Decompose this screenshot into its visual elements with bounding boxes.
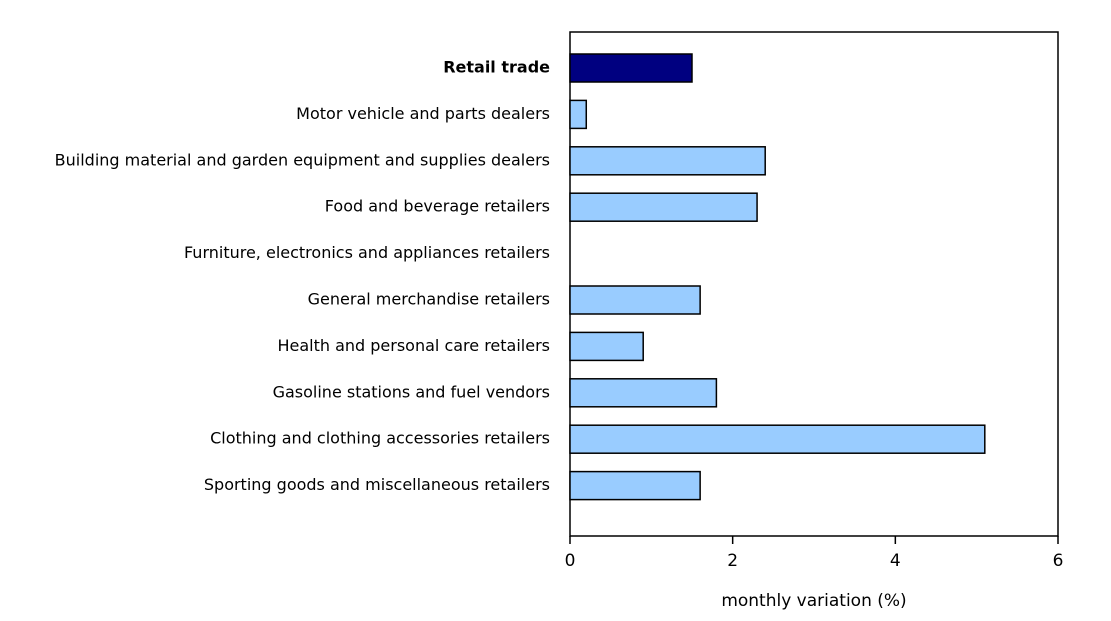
y-tick-label: Clothing and clothing accessories retail…: [210, 429, 550, 448]
bar: [569, 424, 986, 454]
x-tick-label: 4: [890, 551, 901, 571]
bar: [569, 470, 701, 501]
y-tick-label: Retail trade: [443, 58, 550, 77]
x-axis-title: monthly variation (%): [721, 591, 906, 611]
plot-frame: [569, 31, 1059, 537]
bar: [569, 378, 718, 408]
x-tick-label: 2: [727, 551, 738, 571]
y-tick-label: General merchandise retailers: [308, 290, 550, 309]
y-tick-label: Furniture, electronics and appliances re…: [184, 243, 550, 262]
y-tick-label: Sporting goods and miscellaneous retaile…: [204, 475, 550, 494]
bar: [569, 331, 644, 362]
x-tick-label: 6: [1053, 551, 1064, 571]
y-tick-label: Food and beverage retailers: [325, 197, 550, 216]
bar: [569, 53, 693, 83]
bar: [569, 285, 701, 315]
y-tick-label: Motor vehicle and parts dealers: [296, 104, 550, 123]
y-tick-label: Building material and garden equipment a…: [55, 150, 550, 169]
y-tick-label: Health and personal care retailers: [277, 336, 550, 355]
bar: [569, 192, 758, 222]
bar: [569, 146, 766, 176]
y-tick-label: Gasoline stations and fuel vendors: [273, 382, 550, 401]
bar: [569, 99, 588, 130]
x-tick-label: 0: [565, 551, 576, 571]
